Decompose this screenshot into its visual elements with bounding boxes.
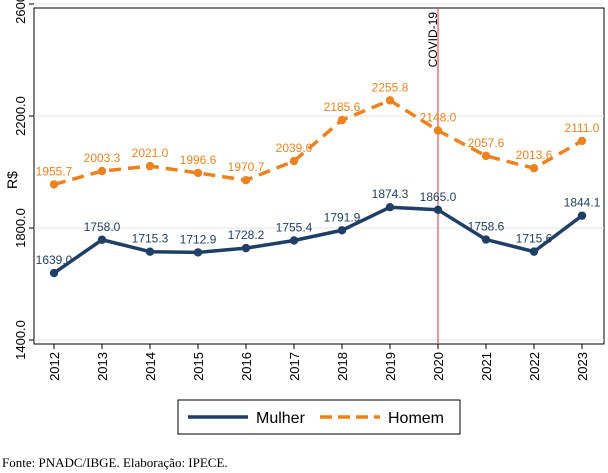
data-label: 1712.9 (180, 232, 217, 246)
data-label: 1791.9 (324, 210, 361, 224)
data-label: 2039.0 (276, 141, 313, 155)
data-point (481, 235, 491, 244)
data-point (385, 96, 395, 105)
data-label: 1996.6 (180, 153, 217, 167)
data-point (433, 126, 443, 135)
data-label: 2185.6 (324, 100, 361, 114)
data-point (193, 248, 203, 257)
x-tick-label: 2017 (287, 352, 302, 381)
gridlines (34, 3, 604, 341)
data-point (97, 235, 107, 244)
series-line-homem (53, 98, 583, 187)
data-label: 1639.0 (36, 253, 73, 267)
data-label: 1728.2 (228, 228, 265, 242)
legend-label-homem: Homem (388, 410, 444, 427)
x-tick-label: 2021 (479, 352, 494, 381)
data-point (577, 136, 587, 146)
data-point (49, 268, 59, 278)
data-point (433, 205, 443, 214)
data-label: 1970.7 (228, 160, 265, 174)
x-tick-label: 2015 (191, 352, 206, 381)
data-point (337, 115, 347, 125)
data-label: 1758.0 (84, 220, 121, 234)
covid-marker-label: COVID-19 (426, 12, 440, 68)
line-chart: 1400.0 1800.0 2200.0 2600.0 R$ 2012 2013 2014… (4, 0, 605, 435)
legend-label-mulher: Mulher (256, 410, 306, 427)
data-label: 1955.7 (36, 164, 73, 178)
data-point (481, 151, 491, 161)
data-label: 2111.0 (565, 121, 600, 135)
data-label: 2013.6 (516, 148, 553, 162)
data-label: 2057.6 (468, 136, 505, 150)
x-tick-label: 2020 (431, 352, 446, 381)
data-label: 1715.6 (516, 232, 553, 246)
data-point (289, 156, 299, 166)
source-note: Fonte: PNADC/IBGE. Elaboração: IPECE. (2, 455, 228, 470)
data-label: 1715.3 (132, 232, 169, 246)
series-layer: 1639.0 1758.0 1715.3 1712.9 1728.2 1755.4 1791… (36, 80, 601, 278)
data-point (97, 166, 107, 176)
data-point (337, 226, 347, 235)
data-label: 2148.0 (420, 111, 457, 125)
data-point (529, 247, 539, 256)
data-point (289, 236, 299, 245)
legend: Mulher Homem (177, 399, 461, 435)
data-point (241, 243, 251, 253)
data-point (385, 202, 395, 212)
x-axis-ticks: 2012 2013 2014 2015 2016 2017 2018 2019 2020 2021… (47, 344, 590, 381)
data-point (577, 211, 587, 220)
data-label: 1755.4 (276, 220, 313, 234)
x-tick-label: 2012 (47, 352, 62, 381)
y-tick-label: 2600.0 (13, 0, 28, 24)
data-point (193, 168, 203, 178)
data-label: 1865.0 (420, 190, 457, 204)
data-point (145, 161, 155, 171)
y-tick-label: 1800.0 (13, 208, 28, 248)
x-tick-label: 2023 (575, 352, 590, 381)
data-label: 1844.1 (564, 196, 601, 210)
y-axis-ticks: 1400.0 1800.0 2200.0 2600.0 (13, 0, 34, 360)
y-tick-label: 1400.0 (13, 320, 28, 360)
x-tick-label: 2014 (143, 352, 158, 381)
data-point (241, 176, 251, 185)
x-tick-label: 2019 (383, 352, 398, 381)
x-tick-label: 2022 (527, 352, 542, 381)
data-point (529, 163, 539, 173)
data-point (145, 247, 155, 256)
y-tick-label: 2200.0 (13, 96, 28, 136)
y-axis-label: R$ (4, 171, 20, 189)
data-point (49, 180, 59, 189)
data-label: 2003.3 (84, 151, 121, 165)
series-line-mulher (53, 205, 584, 275)
x-tick-label: 2018 (335, 352, 350, 381)
data-label: 1758.6 (468, 220, 505, 234)
data-label: 1874.3 (372, 187, 409, 201)
data-label: 2021.0 (132, 146, 169, 160)
x-tick-label: 2013 (95, 352, 110, 381)
data-label: 2255.8 (372, 80, 409, 94)
x-tick-label: 2016 (239, 352, 254, 381)
plot-area (33, 7, 605, 345)
